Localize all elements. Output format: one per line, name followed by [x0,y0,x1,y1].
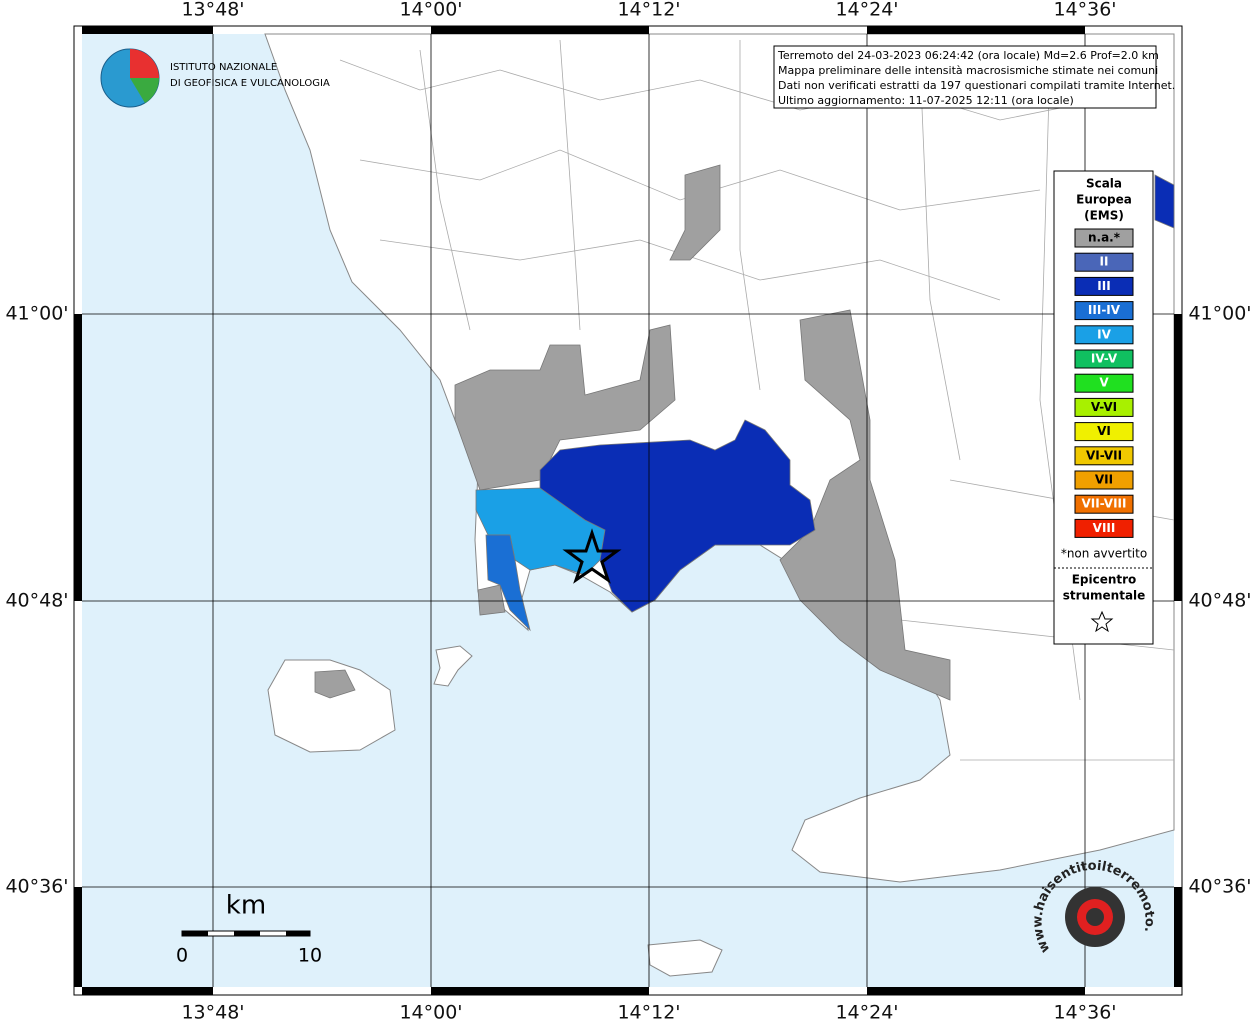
info-box [773,45,1157,109]
lon-label: 14°36' [1053,0,1116,21]
logo-text: ISTITUTO NAZIONALE [170,62,277,73]
legend-star [1090,610,1114,633]
info-lines: Terremoto del 24-03-2023 06:24:42 (ora l… [777,49,1175,107]
graticule [82,34,1174,987]
scale-end: 10 [298,945,322,967]
legend: ScalaEuropea(EMS)n.a.*IIIIIIII-IVIVIV-VV… [1054,177,1153,633]
legend-title: Europea [1076,193,1132,207]
info-line: Dati non verificati estratti da 197 ques… [778,79,1175,92]
lat-label: 41°00' [1188,303,1251,325]
legend-swatch [1074,276,1134,296]
legend-swatch [1074,228,1134,248]
info-line: Mappa preliminare delle intensità macros… [778,64,1158,77]
legend-label: V [1099,376,1109,390]
legend-epicenter: strumentale [1063,589,1146,603]
legend-swatch [1074,301,1134,321]
lat-label: 40°36' [1188,876,1251,898]
legend-label: n.a.* [1088,231,1121,245]
lon-label: 14°00' [399,1002,462,1024]
legend-title: (EMS) [1084,209,1124,223]
info-line: Terremoto del 24-03-2023 06:24:42 (ora l… [777,49,1159,62]
legend-label: IV [1097,327,1111,341]
logo-text: DI GEOFISICA E VULCANOLOGIA [170,78,330,89]
lon-label: 14°24' [835,1002,898,1024]
lon-label: 13°48' [181,1002,244,1024]
legend-swatch [1074,325,1134,345]
frame-ticks [74,26,1182,995]
legend-swatch [1074,373,1134,393]
legend-label: VIII [1093,521,1116,535]
legend-swatch [1074,446,1134,466]
info-line: Ultimo aggiornamento: 11-07-2025 12:11 (… [778,94,1074,107]
lon-label: 14°12' [617,1002,680,1024]
logo: ISTITUTO NAZIONALE DI GEOFISICA E VULCAN… [100,48,330,108]
lon-label: 14°36' [1053,1002,1116,1024]
intensity-areas [314,164,1175,701]
epicenter-star [562,528,622,584]
legend-swatch [1074,252,1134,272]
scale-bar: km 0 10 [176,891,322,967]
legend-swatch [1074,518,1134,538]
legend-label: III [1097,279,1110,293]
legend-label: VII-VIII [1081,497,1126,511]
scale-unit: km [226,891,266,921]
scale-start: 0 [176,945,188,967]
legend-swatch [1074,349,1134,369]
lat-label: 40°48' [1188,590,1251,612]
legend-title: Scala [1086,177,1122,191]
lon-label: 14°00' [399,0,462,21]
legend-label: IV-V [1091,352,1118,366]
legend-label: VII [1095,473,1113,487]
legend-swatch [1074,494,1134,514]
legend-swatch [1074,397,1134,417]
lat-label: 40°48' [5,590,68,612]
legend-label: II [1100,255,1109,269]
legend-label: VI-VII [1086,448,1122,462]
lon-label: 14°24' [835,0,898,21]
legend-label: V-VI [1091,400,1117,414]
legend-label: III-IV [1088,303,1121,317]
lat-label: 41°00' [5,303,68,325]
legend-swatch [1074,470,1134,490]
legend-note: *non avvertito [1061,547,1147,561]
legend-label: VI [1097,424,1111,438]
legend-swatch [1074,422,1134,442]
lon-label: 13°48' [181,0,244,21]
lon-label: 14°12' [617,0,680,21]
lat-label: 40°36' [5,876,68,898]
legend-epicenter: Epicentro [1072,573,1137,587]
